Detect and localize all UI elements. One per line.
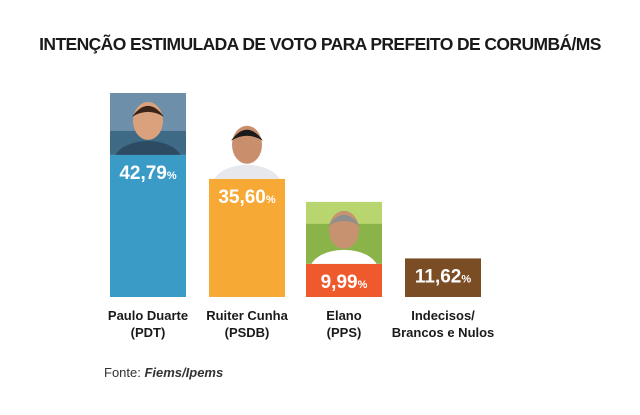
source-note: Fonte: Fiems/Ipems xyxy=(104,365,223,380)
source-name: Fiems/Ipems xyxy=(144,365,224,380)
bar xyxy=(110,154,186,297)
data-label: 9,99% xyxy=(321,272,368,293)
category-label: Paulo Duarte xyxy=(108,308,188,323)
source-prefix: Fonte: xyxy=(104,365,145,380)
category-label: (PSDB) xyxy=(225,325,270,340)
category-label: Ruiter Cunha xyxy=(206,308,288,323)
candidate-photo xyxy=(306,201,382,264)
bar xyxy=(209,178,285,297)
bar xyxy=(405,258,481,297)
candidate-photo xyxy=(209,116,285,179)
category-label: (PDT) xyxy=(131,325,166,340)
category-label: Elano xyxy=(326,308,361,323)
data-label: 11,62% xyxy=(415,266,472,287)
data-label: 35,60% xyxy=(218,187,276,208)
category-label: Indecisos/ xyxy=(411,308,475,323)
bar xyxy=(306,263,382,297)
data-label: 42,79% xyxy=(119,163,177,184)
chart-title: INTENÇÃO ESTIMULADA DE VOTO PARA PREFEIT… xyxy=(39,34,601,54)
category-label: (PPS) xyxy=(327,325,362,340)
category-label: Brancos e Nulos xyxy=(392,325,495,340)
candidate-photo xyxy=(110,92,186,155)
